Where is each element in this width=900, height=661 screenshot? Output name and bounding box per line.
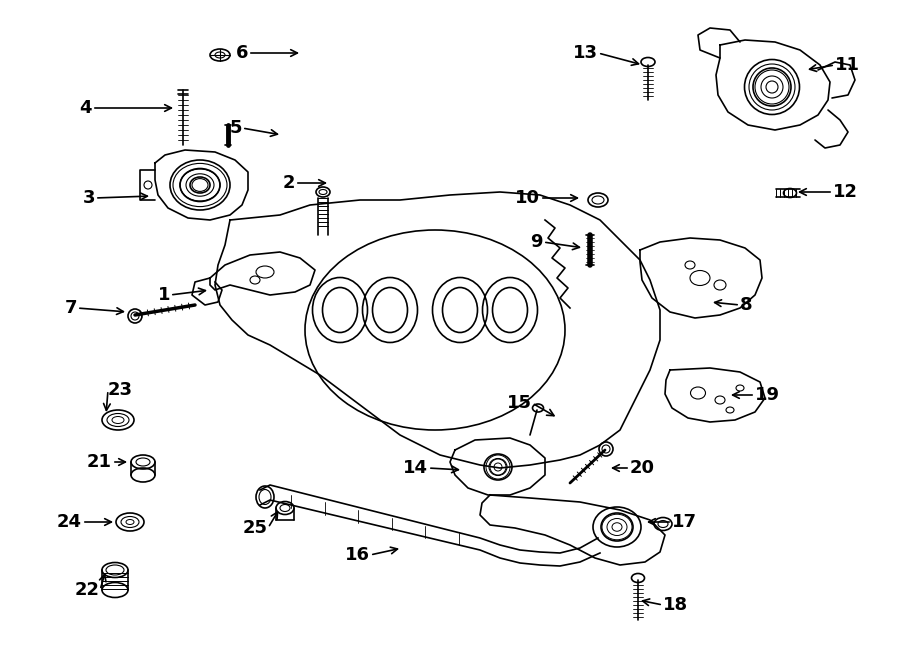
Text: 10: 10 <box>515 189 540 207</box>
Text: 21: 21 <box>87 453 112 471</box>
Text: 18: 18 <box>663 596 688 614</box>
Text: 17: 17 <box>672 513 697 531</box>
Text: 5: 5 <box>230 119 242 137</box>
Text: 2: 2 <box>283 174 295 192</box>
Text: 15: 15 <box>507 394 532 412</box>
Text: 4: 4 <box>79 99 92 117</box>
Text: 12: 12 <box>833 183 858 201</box>
Text: 16: 16 <box>345 546 370 564</box>
Text: 3: 3 <box>83 189 95 207</box>
Text: 6: 6 <box>236 44 248 62</box>
Text: 9: 9 <box>530 233 543 251</box>
Text: 13: 13 <box>573 44 598 62</box>
Text: 19: 19 <box>755 386 780 404</box>
Text: 7: 7 <box>65 299 77 317</box>
Text: 25: 25 <box>243 519 268 537</box>
Text: 22: 22 <box>75 581 100 599</box>
Text: 14: 14 <box>403 459 428 477</box>
Text: 8: 8 <box>740 296 752 314</box>
Text: 1: 1 <box>158 286 170 304</box>
Text: 20: 20 <box>630 459 655 477</box>
Text: 11: 11 <box>835 56 860 74</box>
Text: 24: 24 <box>57 513 82 531</box>
Text: 23: 23 <box>108 381 133 399</box>
